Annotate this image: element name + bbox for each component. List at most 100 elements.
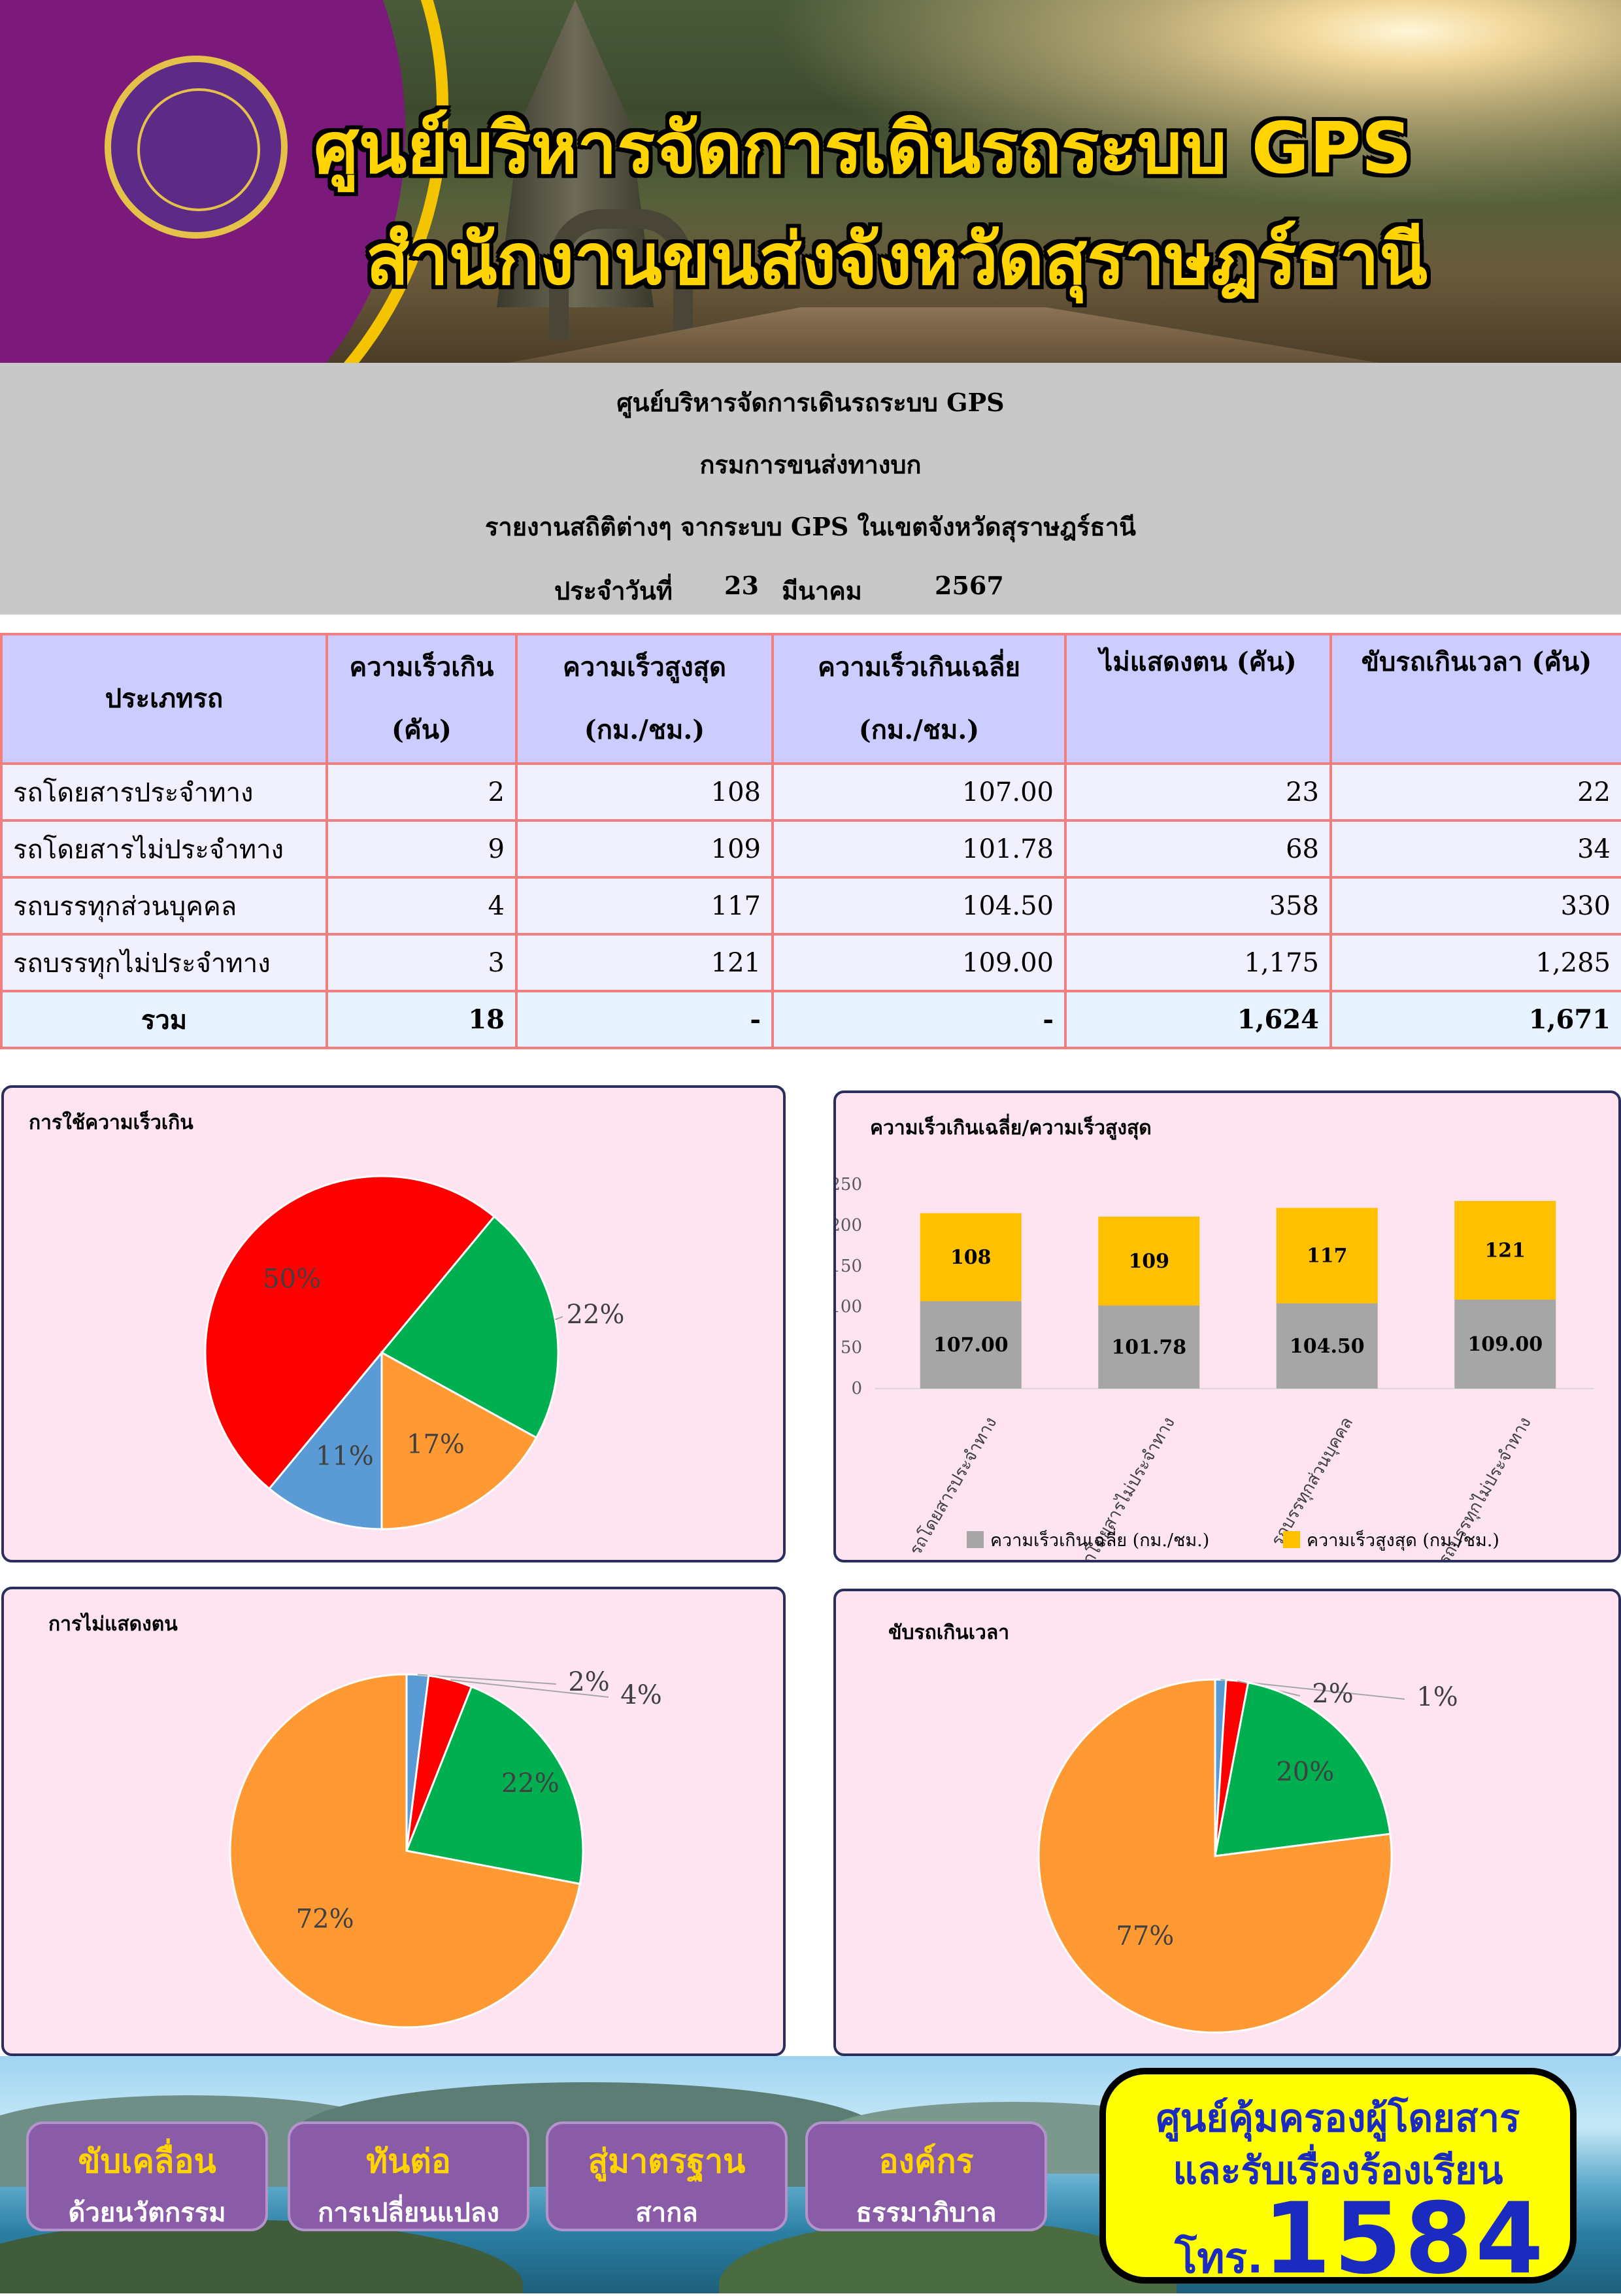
legend-swatch	[967, 1531, 984, 1548]
bar-data-label: 104.50	[1290, 1335, 1365, 1358]
pie-leader-line	[417, 1674, 557, 1685]
chart-title: ขับรถเกินเวลา	[888, 1621, 1010, 1644]
col-header-vehicle-type: ประเภทรถ	[0, 633, 328, 765]
col-header-not-identified: ไม่แสดงตน (คัน)	[1064, 633, 1332, 765]
table-row: รถโดยสารไม่ประจำทาง 9 109 101.78 68 34	[0, 819, 1621, 879]
pie-leader-line	[450, 1679, 609, 1698]
bar-segment	[1098, 1305, 1200, 1389]
date-year: 2567	[935, 571, 1004, 600]
bar-data-label: 109.00	[1467, 1333, 1543, 1356]
cell-avg-overspeed: 104.50	[771, 876, 1067, 936]
pie-data-label: 50%	[263, 1264, 321, 1294]
pie-slice	[267, 1349, 383, 1530]
col-header-overspeed: ความเร็วเกิน (คัน)	[326, 633, 518, 765]
motto-change: ทันต่อ การเปลี่ยนแปลง	[288, 2121, 529, 2231]
cell-total-not-identified: 1,624	[1064, 990, 1332, 1049]
table-row: รถบรรทุกส่วนบุคคล 4 117 104.50 358 330	[0, 876, 1621, 936]
pie-slice	[405, 1685, 584, 1885]
bar-data-label: 108	[950, 1246, 992, 1269]
pie-slice	[204, 1175, 496, 1491]
cell-total-overspeed: 18	[326, 990, 518, 1049]
legend-label: ความเร็วเกินเฉลี่ย (กม./ชม.)	[990, 1528, 1209, 1551]
pie-data-label: 11%	[316, 1442, 374, 1472]
col-header-overtime-driving: ขับรถเกินเวลา (คัน)	[1329, 633, 1621, 765]
panel-overspeed-pie: การใช้ความเร็วเกิน 11% 50% 22% 17%	[1, 1085, 786, 1562]
cell-vehicle-type: รถโดยสารไม่ประจำทาง	[0, 819, 328, 879]
col-header-avg-overspeed: ความเร็วเกินเฉลี่ย (กม./ชม.)	[771, 633, 1067, 765]
cell-total-max-speed: -	[515, 990, 774, 1049]
cell-max-speed: 109	[515, 819, 774, 879]
date-label: ประจำวันที่	[554, 576, 673, 605]
cell-avg-overspeed: 109.00	[771, 933, 1067, 992]
legend-swatch	[1283, 1531, 1300, 1548]
pie-data-label: 22%	[501, 1768, 560, 1798]
pie-data-label: 17%	[407, 1429, 465, 1459]
cell-total-label: รวม	[0, 990, 328, 1049]
motto-standard: สู่มาตรฐาน สากล	[546, 2121, 788, 2231]
cell-overspeed: 3	[326, 933, 518, 992]
banner-title: ศูนย์บริหารจัดการเดินรถระบบ GPS	[314, 108, 1412, 190]
cell-total-overtime: 1,671	[1329, 990, 1621, 1049]
bar-segment	[1454, 1200, 1556, 1300]
overtime-pie-chart: 1% 2% 20% 77%	[1037, 1678, 1458, 2034]
pie-slice	[1037, 1678, 1393, 2034]
cell-not-identified: 358	[1064, 876, 1332, 936]
bar-data-label: 109	[1128, 1250, 1169, 1273]
cell-max-speed: 117	[515, 876, 774, 936]
chart-title: การไม่แสดงตน	[48, 1613, 178, 1636]
cell-vehicle-type: รถบรรทุกไม่ประจำทาง	[0, 933, 328, 992]
cell-overspeed: 4	[326, 876, 518, 936]
motto-governance: องค์กร ธรรมาภิบาล	[805, 2121, 1047, 2231]
report-heading-description: รายงานสถิติต่างๆ จากระบบ GPS ในเขตจังหวั…	[484, 512, 1137, 541]
hotline-number: 1584	[1263, 2182, 1546, 2296]
hotline-box: ศูนย์คุ้มครองผู้โดยสาร และรับเรื่องร้องเ…	[1099, 2068, 1577, 2296]
bar-segment	[1276, 1303, 1378, 1389]
cell-overtime: 330	[1329, 876, 1621, 936]
banner-sky	[771, 0, 1621, 209]
cell-not-identified: 68	[1064, 819, 1332, 879]
bar-segment	[1098, 1216, 1200, 1306]
table-row: รถบรรทุกไม่ประจำทาง 3 121 109.00 1,175 1…	[0, 933, 1621, 992]
speed-stacked-bar-chart: 0 50 100 150 200 250 107.00 108 รถโดยสารประจำทาง…	[836, 1175, 1594, 1560]
y-tick-label: 250	[836, 1175, 862, 1194]
bar-data-label: 121	[1484, 1239, 1526, 1262]
bar-data-label: 117	[1307, 1245, 1348, 1268]
panel-speed-bar: ความเร็วเกินเฉลี่ย/ความเร็วสูงสุด 0 50 100…	[833, 1090, 1621, 1562]
x-category-label: รถบรรทุกส่วนบุคคล	[1267, 1414, 1357, 1550]
cell-avg-overspeed: 101.78	[771, 819, 1067, 879]
col-header-max-speed: ความเร็วสูงสุด (กม./ชม.)	[515, 633, 774, 765]
cell-vehicle-type: รถโดยสารประจำทาง	[0, 762, 328, 822]
pie-data-label: 4%	[620, 1680, 661, 1710]
cell-overspeed: 9	[326, 819, 518, 879]
cell-vehicle-type: รถบรรทุกส่วนบุคคล	[0, 876, 328, 936]
pie-data-label: 2%	[1312, 1679, 1353, 1709]
pie-data-label: 2%	[568, 1667, 609, 1697]
cell-total-avg-overspeed: -	[771, 990, 1067, 1049]
cell-overtime: 34	[1329, 819, 1621, 879]
bar-segment	[920, 1301, 1022, 1389]
date-day: 23	[724, 571, 759, 600]
cell-not-identified: 1,175	[1064, 933, 1332, 992]
bar-data-label: 101.78	[1111, 1336, 1186, 1359]
pie-slice	[380, 1351, 538, 1530]
banner: ศูนย์บริหารจัดการเดินรถระบบ GPS สำนักงาน…	[0, 0, 1621, 363]
bar-segment	[1276, 1207, 1378, 1304]
pie-data-label: 1%	[1416, 1682, 1458, 1712]
pie-data-label: 72%	[296, 1904, 354, 1934]
table-total-row: รวม 18 - - 1,624 1,671	[0, 990, 1621, 1049]
panel-not-identified-pie: การไม่แสดงตน 2% 4% 22% 72%	[1, 1587, 786, 2056]
bar-segment	[1454, 1299, 1556, 1389]
hotline-line2: และรับเรื่องร้องเรียน	[1173, 2148, 1503, 2193]
cell-overspeed: 2	[326, 762, 518, 822]
pie-data-label: 20%	[1276, 1757, 1334, 1787]
pie-slice	[1214, 1681, 1392, 1857]
table-header-row: ประเภทรถ ความเร็วเกิน (คัน) ความเร็วสูงสุ…	[0, 633, 1621, 765]
hotline-line1: ศูนย์คุ้มครองผู้โดยสาร	[1156, 2096, 1520, 2140]
y-tick-label: 150	[836, 1257, 862, 1276]
cell-overtime: 1,285	[1329, 933, 1621, 992]
date-month: มีนาคม	[782, 576, 862, 605]
panel-overtime-pie: ขับรถเกินเวลา 1% 2% 20% 77%	[833, 1589, 1621, 2056]
bar-data-label: 107.00	[933, 1334, 1009, 1357]
cell-max-speed: 108	[515, 762, 774, 822]
chart-title: การใช้ความเร็วเกิน	[29, 1111, 193, 1134]
